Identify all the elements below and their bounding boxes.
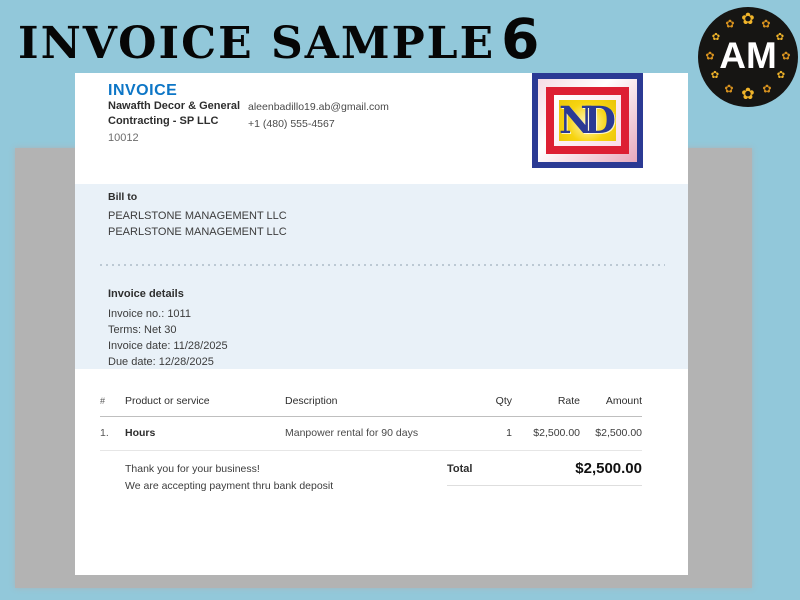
flower-icon: ✿ (741, 11, 755, 28)
flower-icon: ✿ (741, 86, 755, 103)
table-header-row: # Product or service Description Qty Rat… (100, 391, 642, 417)
row-number: 1. (100, 427, 109, 439)
invoice-heading: INVOICE (108, 82, 178, 99)
invoice-terms: Terms: Net 30 (108, 324, 177, 336)
flower-icon: ✿ (725, 18, 735, 31)
page-title: INVOICE SAMPLE 6 (18, 12, 539, 69)
row-rate: $2,500.00 (533, 427, 580, 439)
dotted-divider (100, 264, 665, 266)
line-items-table: # Product or service Description Qty Rat… (100, 391, 642, 486)
flower-icon: ✿ (781, 50, 791, 63)
nd-logo-frame-red: ND (546, 87, 629, 154)
row-qty: 1 (506, 427, 512, 439)
nd-logo-text: ND (559, 98, 616, 142)
page-title-number: 6 (501, 7, 540, 71)
flower-icon: ✿ (724, 83, 734, 96)
flower-icon: ✿ (761, 18, 771, 31)
company-block: Nawafth Decor & General Contracting - SP… (108, 99, 240, 146)
nd-logo-frame-light: ND (538, 79, 637, 162)
invoice-number: Invoice no.: 1011 (108, 308, 191, 320)
bill-to-block: Bill to PEARLSTONE MANAGEMENT LLC PEARLS… (108, 189, 287, 240)
row-description: Manpower rental for 90 days (285, 427, 419, 439)
company-name-line2: Contracting - SP LLC (108, 115, 219, 127)
nd-logo-frame-inner: ND (554, 95, 621, 146)
col-header-number: # (100, 396, 106, 406)
bill-to-name: PEARLSTONE MANAGEMENT LLC (108, 210, 287, 222)
total-amount: $2,500.00 (575, 460, 642, 477)
flower-icon: ✿ (762, 83, 772, 96)
page-title-text: INVOICE SAMPLE (18, 18, 496, 69)
col-header-product: Product or service (125, 395, 210, 407)
invoice-details-block: Invoice details Invoice no.: 1011 Terms:… (108, 286, 228, 370)
bill-to-name-2: PEARLSTONE MANAGEMENT LLC (108, 226, 287, 238)
company-phone: +1 (480) 555-4567 (248, 118, 335, 130)
nd-company-logo: ND (532, 73, 643, 168)
flower-icon: ✿ (775, 32, 785, 43)
flower-icon: ✿ (705, 50, 715, 63)
row-amount: $2,500.00 (595, 427, 642, 439)
table-row: 1. Hours Manpower rental for 90 days 1 $… (100, 417, 642, 451)
invoice-date: Invoice date: 11/28/2025 (108, 340, 228, 352)
company-number: 10012 (108, 132, 139, 144)
footer-message: Thank you for your business! We are acce… (125, 461, 333, 495)
col-header-amount: Amount (605, 395, 642, 407)
footer-line1: Thank you for your business! (125, 463, 260, 475)
col-header-rate: Rate (557, 395, 580, 407)
footer-line2: We are accepting payment thru bank depos… (125, 480, 334, 492)
company-name-line1: Nawafth Decor & General (108, 100, 241, 112)
flower-icon: ✿ (710, 70, 720, 81)
total-label: Total (447, 462, 473, 475)
invoice-due-date: Due date: 12/28/2025 (108, 356, 214, 368)
am-logo-text: AM (719, 35, 777, 77)
contact-block: aleenbadillo19.ab@gmail.com +1 (480) 555… (248, 99, 389, 133)
total-row: Total $2,500.00 (447, 460, 642, 486)
am-brand-logo: ✿ ✿ ✿ ✿ ✿ ✿ ✿ ✿ ✿ ✿ ✿ ✿ AM (698, 7, 798, 107)
flower-icon: ✿ (776, 70, 786, 81)
invoice-document: INVOICE Nawafth Decor & General Contract… (75, 73, 688, 575)
row-product: Hours (125, 427, 156, 439)
company-email: aleenbadillo19.ab@gmail.com (248, 101, 389, 113)
col-header-description: Description (285, 395, 338, 407)
nd-logo-center: ND (559, 100, 616, 141)
billing-section: Bill to PEARLSTONE MANAGEMENT LLC PEARLS… (75, 184, 688, 369)
col-header-qty: Qty (495, 395, 512, 407)
invoice-details-heading: Invoice details (108, 288, 184, 300)
flower-icon: ✿ (711, 32, 721, 43)
bill-to-label: Bill to (108, 191, 138, 203)
